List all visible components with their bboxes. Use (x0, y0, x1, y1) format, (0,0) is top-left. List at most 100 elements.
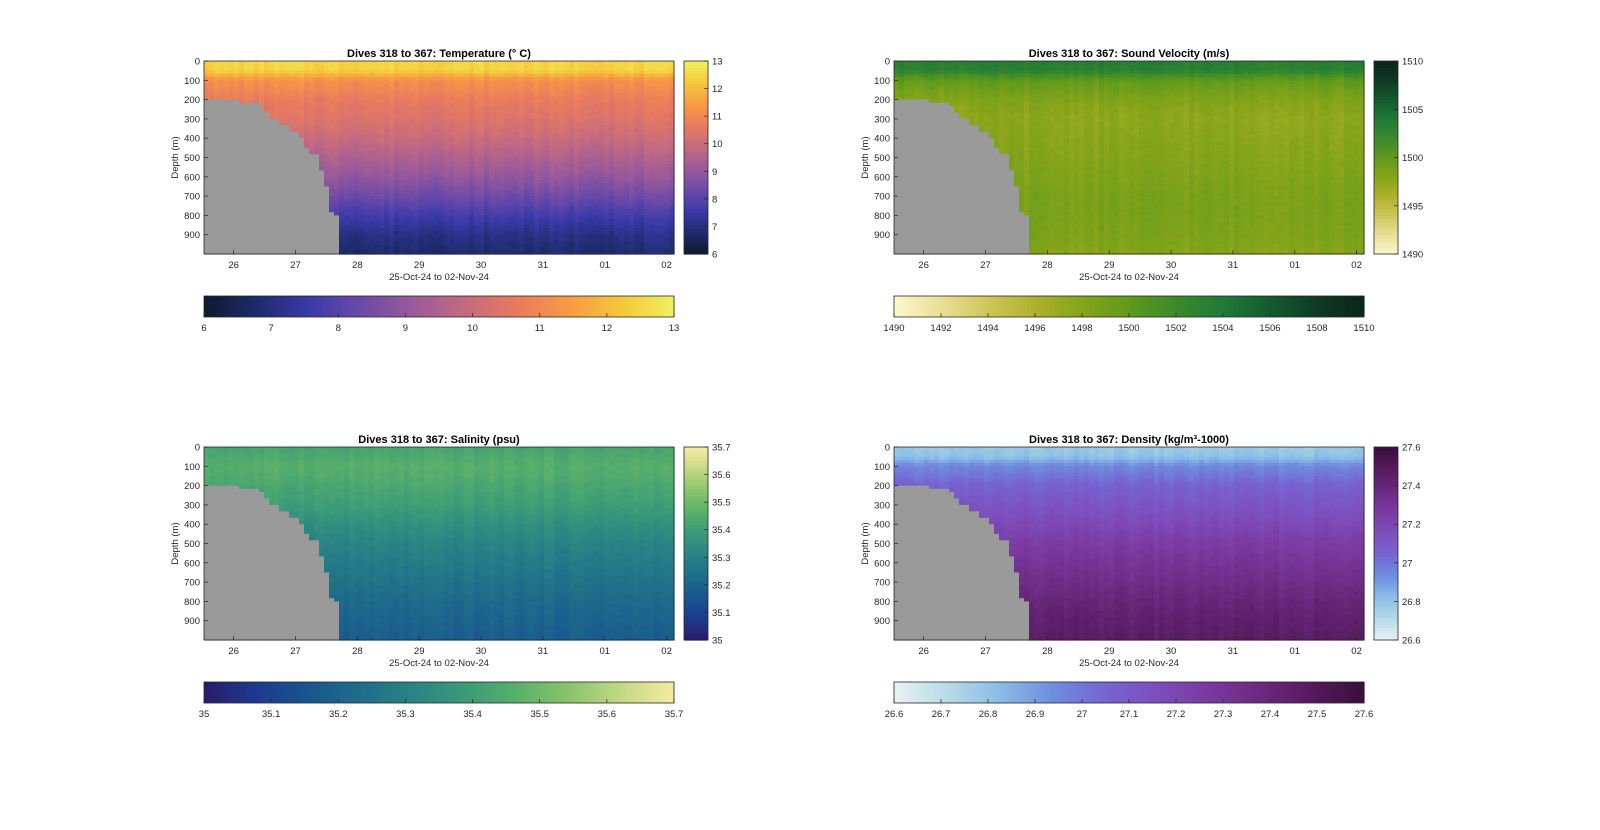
heatmap-cell (374, 218, 380, 223)
heatmap-cell (284, 147, 290, 152)
heatmap-cell (314, 138, 320, 143)
heatmap-cell (369, 122, 375, 126)
heatmap-cell (244, 234, 250, 239)
heatmap-cell (339, 192, 345, 197)
heatmap-cell (324, 208, 330, 213)
heatmap-cell (219, 106, 225, 110)
heatmap-cell (279, 225, 285, 229)
heatmap-cell (324, 99, 330, 104)
heatmap-cell (204, 77, 210, 81)
heatmap-cell (344, 196, 350, 200)
heatmap-cell (274, 157, 280, 162)
heatmap-cell (234, 70, 240, 75)
heatmap-cell (299, 154, 305, 159)
heatmap-cell (304, 228, 310, 233)
heatmap-cell (369, 218, 375, 223)
heatmap-cell (304, 205, 310, 210)
heatmap-cell (314, 173, 320, 178)
heatmap-cell (329, 212, 335, 216)
heatmap-cell (284, 186, 290, 191)
heatmap-cell (219, 151, 225, 155)
heatmap-cell (229, 106, 235, 110)
heatmap-cell (244, 173, 250, 178)
heatmap-cell (249, 225, 255, 229)
heatmap-cell (269, 157, 275, 162)
heatmap-cell (379, 89, 385, 94)
heatmap-cell (249, 61, 255, 65)
heatmap-cell (299, 64, 305, 69)
heatmap-cell (339, 77, 345, 81)
heatmap-cell (349, 118, 355, 123)
heatmap-cell (354, 141, 360, 146)
heatmap-cell (219, 212, 225, 216)
heatmap-cell (339, 170, 345, 175)
heatmap-cell (374, 160, 380, 165)
heatmap-cell (314, 86, 320, 91)
heatmap-cell (369, 131, 375, 136)
heatmap-cell (334, 205, 340, 210)
heatmap-cell (304, 221, 310, 226)
heatmap-cell (324, 89, 330, 94)
heatmap-cell (364, 154, 370, 159)
heatmap-cell (264, 64, 270, 69)
heatmap-cell (289, 176, 295, 181)
heatmap-cell (324, 151, 330, 155)
heatmap-cell (264, 86, 270, 91)
heatmap-cell (294, 102, 300, 107)
heatmap-cell (329, 61, 335, 65)
heatmap-cell (244, 180, 250, 184)
heatmap-cell (349, 160, 355, 165)
heatmap-cell (359, 192, 365, 197)
heatmap-cell (369, 183, 375, 188)
heatmap-cell (269, 144, 275, 149)
heatmap-cell (244, 70, 250, 75)
heatmap-cell (354, 208, 360, 213)
heatmap-cell (274, 221, 280, 226)
heatmap-cell (349, 151, 355, 155)
heatmap-cell (359, 64, 365, 69)
heatmap-cell (314, 151, 320, 155)
heatmap-cell (359, 237, 365, 242)
heatmap-cell (239, 106, 245, 110)
heatmap-cell (374, 154, 380, 159)
heatmap-cell (304, 196, 310, 200)
heatmap-cell (204, 199, 210, 204)
heatmap-cell (299, 183, 305, 188)
heatmap-cell (314, 157, 320, 162)
heatmap-cell (259, 80, 265, 85)
heatmap-cell (214, 202, 220, 207)
heatmap-cell (224, 237, 230, 242)
heatmap-cell (364, 157, 370, 162)
heatmap-cell (324, 183, 330, 188)
heatmap-cell (339, 151, 345, 155)
heatmap-cell (219, 96, 225, 101)
heatmap-cell (369, 147, 375, 152)
heatmap-cell (209, 89, 215, 94)
heatmap-cell (244, 212, 250, 216)
heatmap-cell (254, 173, 260, 178)
heatmap-cell (344, 160, 350, 165)
heatmap-cell (334, 70, 340, 75)
heatmap-cell (289, 170, 295, 175)
heatmap-cell (244, 102, 250, 107)
heatmap-cell (274, 134, 280, 139)
heatmap-cell (304, 122, 310, 126)
heatmap-cell (329, 128, 335, 133)
heatmap-cell (219, 250, 225, 255)
heatmap-cell (229, 134, 235, 139)
heatmap-cell (374, 157, 380, 162)
heatmap-cell (224, 83, 230, 88)
heatmap-cell (239, 186, 245, 191)
heatmap-cell (304, 189, 310, 194)
heatmap-cell (279, 144, 285, 149)
heatmap-cell (339, 215, 345, 220)
heatmap-cell (274, 167, 280, 171)
heatmap-cell (319, 147, 325, 152)
heatmap-cell (234, 241, 240, 245)
heatmap-cell (319, 196, 325, 200)
heatmap-cell (334, 86, 340, 91)
heatmap-cell (364, 109, 370, 114)
heatmap-cell (234, 237, 240, 242)
heatmap-cell (234, 250, 240, 255)
heatmap-cell (234, 125, 240, 130)
